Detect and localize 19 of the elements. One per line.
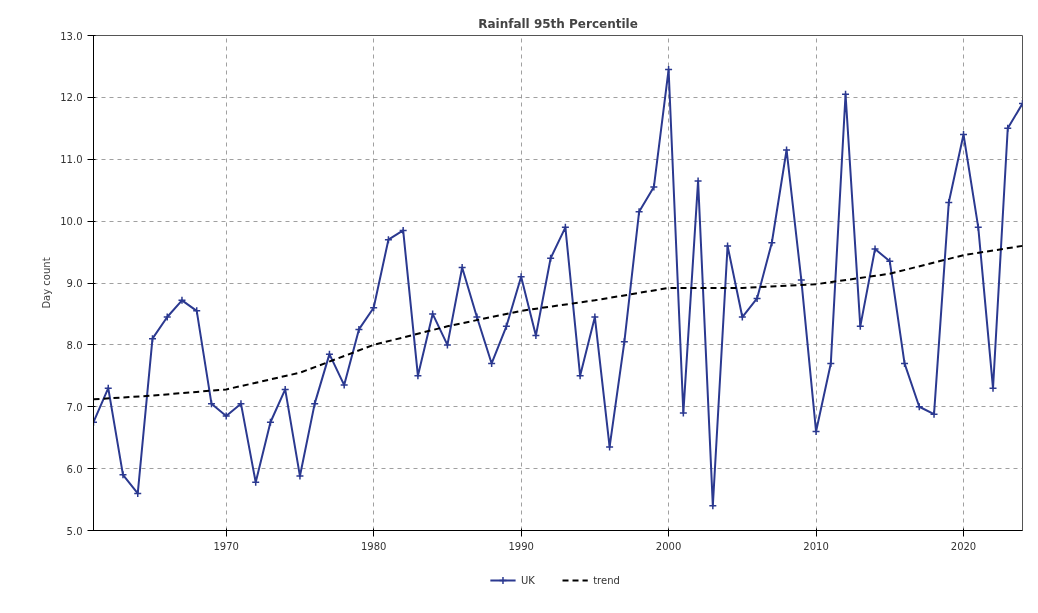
y-tick-label: 9.0 [66,278,83,289]
legend-label: trend [593,575,620,586]
x-tick-label: 1970 [213,540,239,552]
y-tick-label: 10.0 [60,216,83,228]
y-tick-label: 5.0 [66,525,83,537]
y-tick-label: 6.0 [66,463,83,475]
x-tick-label: 1990 [508,540,534,552]
y-tick-label: 13.0 [60,30,83,42]
x-tick-label: 2000 [655,540,682,552]
y-axis-title: Day count [41,257,53,309]
legend-label: UK [521,575,536,586]
y-tick-label: 11.0 [60,154,83,166]
chart-title: Rainfall 95th Percentile [478,16,638,31]
y-tick-label: 7.0 [66,401,83,413]
x-tick-label: 1980 [360,540,387,552]
y-tick-label: 12.0 [60,92,83,104]
y-tick-label: 8.0 [66,339,83,351]
x-tick-label: 2020 [950,540,977,552]
x-tick-label: 2010 [803,540,829,552]
